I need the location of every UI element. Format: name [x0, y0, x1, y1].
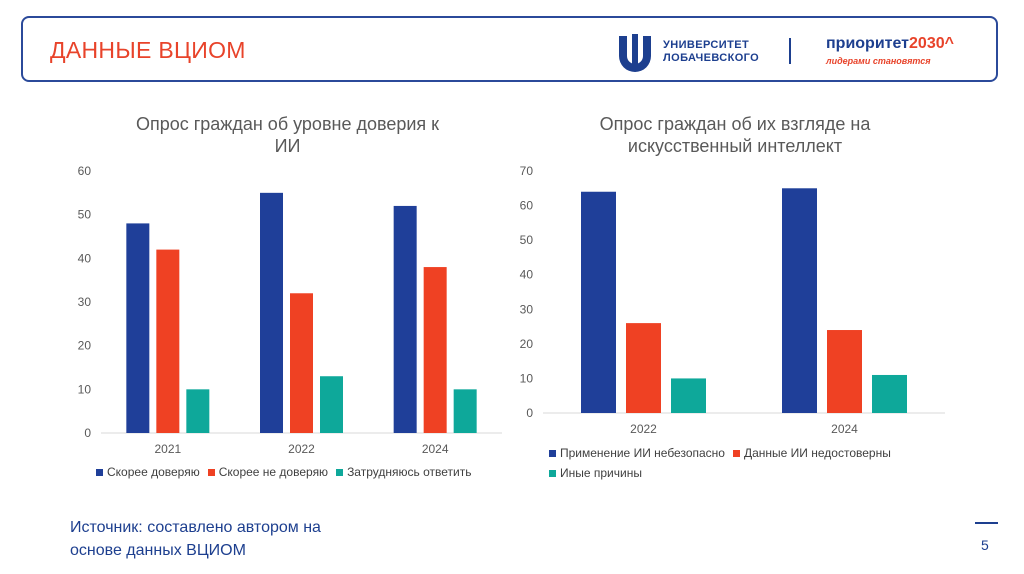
chart2-y-tick-label: 50	[520, 233, 534, 247]
chart1-x-tick-label: 2024	[422, 442, 449, 456]
source-line1: Источник: составлено автором на	[70, 519, 321, 536]
chart2-y-tick-label: 60	[520, 199, 534, 213]
priority-logo: приоритет2030^	[826, 35, 954, 53]
university-name-line2: ЛОБАЧЕВСКОГО	[663, 52, 760, 64]
chart2-bar	[872, 374, 907, 413]
chart2-legend-item: Данные ИИ недостоверны	[732, 443, 891, 463]
chart1-bar	[126, 223, 150, 433]
slide-number-line	[975, 522, 998, 524]
chart2-title-line2: искусственный интеллект	[627, 136, 843, 156]
chart1-legend-item: Скорее не доверяю	[207, 462, 329, 482]
chart1-title-line1: Опрос граждан об уровне доверия к	[135, 114, 440, 134]
chart2-bar	[671, 378, 706, 413]
chart1-legend-swatch	[96, 468, 103, 476]
chart2-legend-label: Данные ИИ недостоверны	[743, 446, 891, 460]
chart1-y-tick-label: 40	[78, 251, 92, 265]
chart1-bar	[423, 267, 447, 433]
chart2-legend-swatch	[549, 449, 556, 457]
chart2-y-tick-label: 20	[520, 337, 534, 351]
chart2-legend-label: Иные причины	[560, 466, 642, 480]
chart2-legend: Применение ИИ небезопасно Данные ИИ недос…	[549, 443, 949, 483]
header-bar: ДАННЫЕ ВЦИОМ УНИВЕРСИТЕТ ЛОБАЧЕВСКОГО пр…	[21, 16, 998, 82]
chart1-legend-item: Затрудняюсь ответить	[336, 462, 471, 482]
priority-year: 2030	[909, 35, 945, 52]
chart2-bar	[581, 191, 616, 413]
chart2-legend-item: Применение ИИ небезопасно	[549, 443, 725, 463]
chart1-bar	[260, 192, 283, 433]
source-note: Источник: составлено автором на основе д…	[70, 516, 321, 562]
chart1-y-tick-label: 60	[78, 164, 92, 178]
chart2-legend-swatch	[549, 469, 556, 477]
chart2-y-tick-label: 10	[520, 371, 534, 385]
chart1-y-tick-label: 20	[78, 339, 92, 353]
chart1-bar	[320, 376, 343, 433]
chart2-y-tick-label: 0	[526, 406, 533, 420]
chart2-title-line1: Опрос граждан об их взгляде на	[599, 114, 871, 134]
page-title: ДАННЫЕ ВЦИОМ	[50, 37, 246, 63]
priority-brand: приоритет	[826, 35, 910, 52]
chart1-bar	[186, 389, 210, 433]
chart1-bar	[453, 389, 477, 433]
chart1-legend-label: Затрудняюсь ответить	[347, 465, 472, 479]
chart1-legend-item: Скорее доверяю	[96, 462, 200, 482]
chart2-legend-label: Применение ИИ небезопасно	[560, 446, 725, 460]
priority-slogan: лидерами становятся	[826, 56, 931, 66]
chart2-bar	[782, 188, 817, 413]
chart2-legend-swatch	[732, 449, 740, 457]
chart2-bar	[626, 323, 661, 413]
chart1-title: Опрос граждан об уровне доверия к ИИ	[100, 113, 475, 157]
university-name-line1: УНИВЕРСИТЕТ	[663, 39, 750, 51]
chart1-y-tick-label: 0	[84, 426, 91, 440]
priority-mark: ^	[944, 35, 954, 52]
chart1-bar	[156, 249, 180, 433]
chart2-x-tick-label: 2022	[630, 422, 657, 436]
chart1-y-tick-label: 50	[78, 208, 92, 222]
chart2-bar	[827, 330, 862, 413]
chart2-x-tick-label: 2024	[831, 422, 858, 436]
chart1-legend-swatch	[336, 468, 344, 476]
university-name: УНИВЕРСИТЕТ ЛОБАЧЕВСКОГО	[663, 39, 759, 65]
chart1-x-tick-label: 2022	[288, 442, 315, 456]
chart1-legend-label: Скорее доверяю	[107, 465, 200, 479]
chart1-legend-swatch	[207, 468, 215, 476]
slide-number: 5	[981, 537, 989, 553]
chart1-legend: Скорее доверяю Скорее не доверяю Затрудняю…	[96, 462, 516, 482]
chart1-y-tick-label: 10	[78, 382, 92, 396]
chart2-title: Опрос граждан об их взгляде на искусстве…	[545, 113, 925, 157]
university-logo-icon	[619, 34, 651, 72]
chart2-legend-item: Иные причины	[549, 463, 642, 483]
chart1-title-line2: ИИ	[274, 136, 301, 156]
chart1-bar	[393, 205, 417, 433]
chart1-bar	[290, 293, 313, 433]
chart2-y-tick-label: 30	[520, 302, 534, 316]
chart1-y-tick-label: 30	[78, 295, 92, 309]
chart1-legend-label: Скорее не доверяю	[218, 465, 329, 479]
chart2-y-tick-label: 40	[520, 268, 534, 282]
source-line2: основе данных ВЦИОМ	[70, 542, 246, 559]
logo-separator	[789, 38, 791, 64]
chart1-x-tick-label: 2021	[154, 442, 181, 456]
chart2-y-tick-label: 70	[520, 164, 534, 178]
